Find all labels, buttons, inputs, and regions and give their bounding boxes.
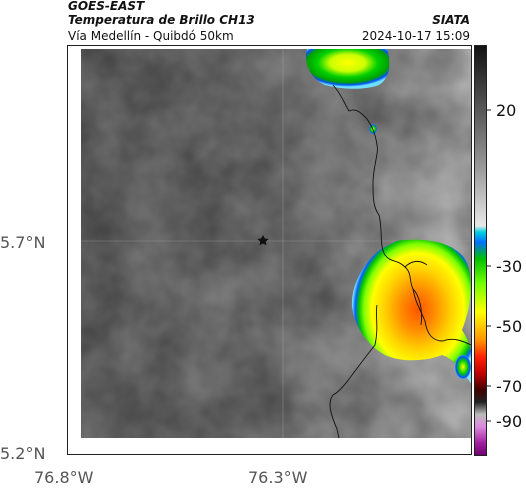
satellite-map — [67, 45, 472, 455]
lon-label-76-8: 76.8°W — [34, 468, 94, 487]
lat-label-5-2: 5.2°N — [0, 444, 46, 463]
colorbar-label-20: 20 — [496, 101, 517, 120]
product-title: Temperatura de Brillo CH13 — [68, 13, 255, 27]
map-frame — [67, 45, 472, 455]
datetime-label: 2024-10-17 15:09 — [361, 29, 470, 43]
colorbar-label-neg30: -30 — [496, 257, 523, 276]
region-title: Vía Medellín - Quibdó 50km — [68, 29, 234, 43]
boundary-lines — [329, 84, 472, 439]
colorbar-label-neg70: -70 — [496, 377, 523, 396]
star-icon — [257, 235, 269, 246]
source-label: SIATA — [432, 13, 470, 27]
colorbar-label-neg50: -50 — [496, 317, 523, 336]
colorbar — [474, 45, 487, 456]
storm-cell-east — [351, 239, 472, 385]
storm-cell-north — [305, 49, 390, 89]
map-canvas — [67, 45, 472, 455]
lon-label-76-3: 76.3°W — [248, 468, 308, 487]
satellite-title: GOES-EAST — [68, 0, 145, 13]
colorbar-ticks — [486, 109, 491, 422]
colorbar-label-neg90: -90 — [496, 412, 523, 431]
lat-label-5-7: 5.7°N — [0, 233, 46, 252]
